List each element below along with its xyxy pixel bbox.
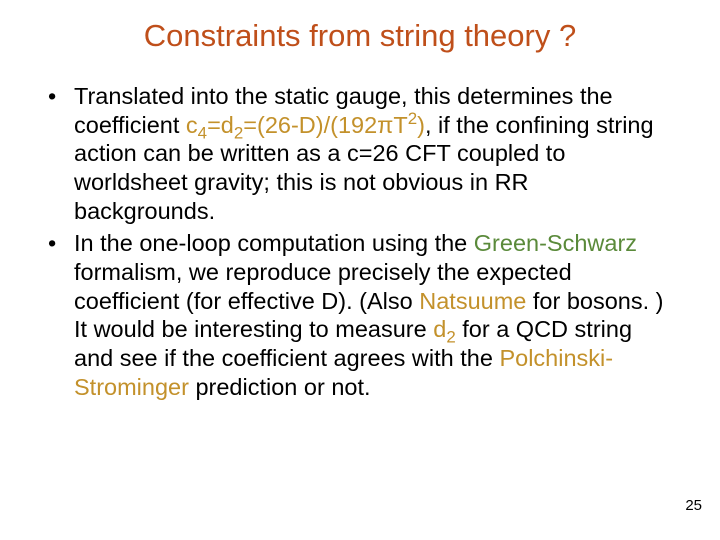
bullet-item: • In the one-loop computation using the … (46, 229, 674, 401)
t: T (393, 112, 407, 138)
d2-highlight: d2 (433, 316, 455, 342)
page-number: 25 (685, 497, 702, 514)
green-schwarz: Green-Schwarz (474, 230, 637, 256)
pi-symbol: π (377, 112, 393, 138)
t: =(26-D)/(192 (243, 112, 377, 138)
t: d (433, 316, 446, 342)
formula-highlight: c4=d2=(26-D)/(192πT2) (186, 112, 425, 138)
t: 2 (408, 109, 417, 128)
natsuume: Natsuume (419, 288, 526, 314)
text: prediction or not. (189, 374, 371, 400)
slide-title: Constraints from string theory ? (46, 18, 674, 54)
bullet-text: Translated into the static gauge, this d… (74, 82, 674, 225)
text: In the one-loop computation using the (74, 230, 474, 256)
bullet-list: • Translated into the static gauge, this… (46, 82, 674, 401)
t: c (186, 112, 198, 138)
t: ) (417, 112, 425, 138)
t: =d (207, 112, 234, 138)
bullet-text: In the one-loop computation using the Gr… (74, 229, 674, 401)
slide: Constraints from string theory ? • Trans… (0, 0, 720, 540)
bullet-item: • Translated into the static gauge, this… (46, 82, 674, 225)
bullet-marker: • (46, 82, 74, 225)
bullet-marker: • (46, 229, 74, 401)
